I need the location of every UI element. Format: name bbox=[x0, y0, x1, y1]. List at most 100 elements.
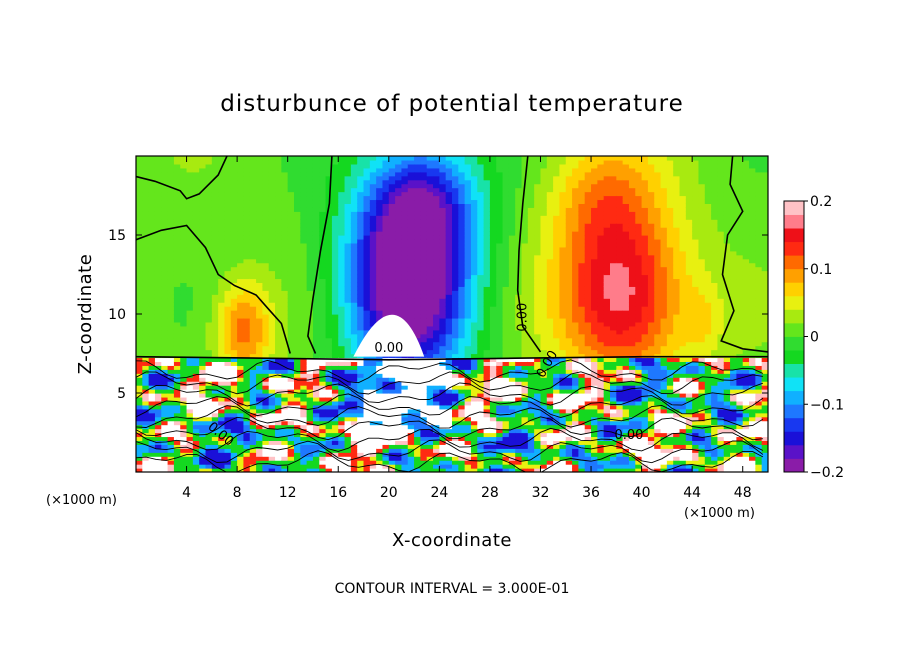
heatmap-cell bbox=[180, 349, 188, 355]
heatmap-cell bbox=[458, 373, 466, 378]
heatmap-cell bbox=[249, 345, 257, 351]
heatmap-cell bbox=[249, 444, 257, 449]
heatmap-cell bbox=[186, 333, 194, 339]
heatmap-cell bbox=[173, 337, 181, 343]
heatmap-cell bbox=[344, 341, 352, 347]
heatmap-cell bbox=[388, 373, 396, 378]
heatmap-cell bbox=[369, 203, 377, 208]
heatmap-cell bbox=[142, 266, 150, 272]
heatmap-cell bbox=[496, 223, 504, 228]
heatmap-cell bbox=[357, 377, 365, 382]
heatmap-cell bbox=[433, 282, 440, 287]
heatmap-cell bbox=[401, 377, 409, 382]
heatmap-cell bbox=[319, 448, 327, 453]
heatmap-cell bbox=[464, 353, 472, 359]
heatmap-cell bbox=[414, 310, 421, 315]
heatmap-cell bbox=[312, 341, 320, 347]
heatmap-cell bbox=[142, 329, 150, 335]
heatmap-cell bbox=[224, 337, 232, 343]
heatmap-cell bbox=[376, 250, 384, 256]
heatmap-cell bbox=[338, 227, 346, 232]
heatmap-cell bbox=[420, 385, 428, 390]
heatmap-cell bbox=[470, 464, 478, 469]
heatmap-cell bbox=[180, 452, 188, 457]
heatmap-cell bbox=[515, 468, 523, 472]
heatmap-cell bbox=[363, 408, 371, 414]
heatmap-cell bbox=[186, 231, 194, 236]
heatmap-cell bbox=[230, 456, 238, 461]
heatmap-cell bbox=[414, 258, 421, 264]
heatmap-cell bbox=[249, 408, 257, 414]
heatmap-cell bbox=[388, 377, 396, 382]
heatmap-cell bbox=[306, 365, 314, 370]
heatmap-cell bbox=[312, 250, 320, 256]
heatmap-cell bbox=[262, 167, 270, 173]
heatmap-cell bbox=[294, 325, 301, 331]
heatmap-cell bbox=[363, 464, 371, 469]
heatmap-cell bbox=[186, 456, 194, 461]
heatmap-cell bbox=[483, 159, 491, 165]
heatmap-cell bbox=[388, 195, 396, 201]
heatmap-cell bbox=[275, 254, 282, 260]
heatmap-cell bbox=[527, 404, 535, 410]
heatmap-cell bbox=[477, 389, 485, 394]
heatmap-cell bbox=[294, 400, 301, 406]
heatmap-cell bbox=[300, 266, 308, 272]
heatmap-cell bbox=[230, 365, 238, 370]
heatmap-cell bbox=[433, 270, 440, 276]
heatmap-cell bbox=[483, 223, 491, 228]
heatmap-cell bbox=[344, 464, 352, 469]
heatmap-cell bbox=[173, 254, 181, 260]
heatmap-cell bbox=[331, 302, 339, 307]
heatmap-cell bbox=[464, 333, 472, 339]
heatmap-cell bbox=[489, 156, 497, 161]
heatmap-cell bbox=[312, 195, 320, 201]
heatmap-cell bbox=[452, 345, 459, 351]
heatmap-cell bbox=[186, 329, 194, 335]
heatmap-cell bbox=[338, 381, 346, 386]
heatmap-cell bbox=[489, 242, 497, 248]
heatmap-cell bbox=[173, 231, 181, 236]
heatmap-cell bbox=[445, 306, 453, 311]
heatmap-cell bbox=[489, 416, 497, 422]
heatmap-cell bbox=[508, 203, 516, 208]
heatmap-cell bbox=[508, 460, 516, 465]
heatmap-cell bbox=[502, 250, 510, 256]
heatmap-cell bbox=[319, 361, 327, 366]
heatmap-cell bbox=[502, 274, 510, 280]
heatmap-cell bbox=[338, 353, 346, 359]
heatmap-cell bbox=[211, 428, 219, 434]
heatmap-cell bbox=[199, 345, 207, 351]
heatmap-cell bbox=[211, 396, 219, 402]
heatmap-cell bbox=[401, 460, 409, 465]
heatmap-cell bbox=[230, 246, 238, 252]
heatmap-cell bbox=[249, 274, 257, 280]
heatmap-cell bbox=[205, 428, 213, 434]
heatmap-cell bbox=[508, 361, 516, 366]
heatmap-cell bbox=[218, 191, 226, 197]
heatmap-cell bbox=[300, 444, 308, 449]
heatmap-cell bbox=[363, 195, 371, 201]
heatmap-cell bbox=[433, 231, 440, 236]
heatmap-cell bbox=[439, 448, 447, 453]
heatmap-cell bbox=[433, 317, 440, 323]
heatmap-cell bbox=[218, 183, 226, 189]
heatmap-cell bbox=[489, 298, 497, 303]
heatmap-cell bbox=[192, 428, 200, 434]
heatmap-cell bbox=[224, 353, 232, 359]
heatmap-cell bbox=[515, 345, 523, 351]
heatmap-cell bbox=[502, 159, 510, 165]
heatmap-cell bbox=[344, 207, 352, 212]
heatmap-cell bbox=[458, 219, 466, 224]
heatmap-cell bbox=[142, 400, 150, 406]
heatmap-cell bbox=[489, 317, 497, 323]
heatmap-cell bbox=[414, 227, 421, 232]
heatmap-cell bbox=[433, 444, 440, 449]
heatmap-cell bbox=[136, 385, 143, 390]
heatmap-cell bbox=[218, 353, 226, 359]
heatmap-cell bbox=[414, 314, 421, 319]
heatmap-cell bbox=[445, 381, 453, 386]
heatmap-cell bbox=[300, 167, 308, 173]
heatmap-cell bbox=[489, 377, 497, 382]
heatmap-cell bbox=[294, 238, 301, 244]
